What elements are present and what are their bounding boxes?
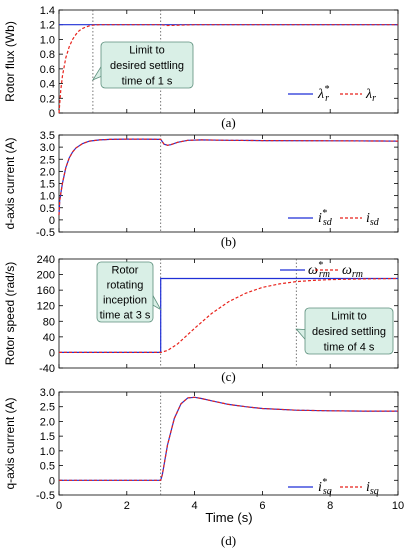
y-tick-label: 2.5: [40, 154, 55, 166]
panel-label: (b): [221, 234, 236, 249]
legend: i* sd isd: [288, 208, 380, 228]
y-tick-label: 40: [43, 332, 55, 344]
y-tick-label: 1.4: [40, 5, 55, 17]
y-tick-label: 2.0: [40, 166, 55, 178]
y-tick-label: 0.6: [40, 64, 55, 76]
chart-panel-d: -0.500.51.01.52.02.53.00 2 4 6 8 10q-axis cur…: [3, 387, 404, 548]
y-tick-label: 240: [37, 254, 55, 266]
callout-text: Limit to: [129, 45, 164, 57]
series-line-measured: [58, 138, 399, 216]
y-tick-label: 1.2: [40, 20, 55, 32]
callout-text: desired settling: [110, 60, 184, 72]
callout-text: time of 1 s: [122, 75, 173, 87]
callout-box: [304, 307, 394, 355]
plot-frame: [58, 258, 399, 369]
callout-text: time of 4 s: [324, 341, 375, 353]
y-tick-label: 80: [43, 316, 55, 328]
y-tick-label: 2.5: [40, 402, 55, 414]
legend-entry: isd: [366, 211, 380, 228]
y-tick-label: 0: [49, 215, 55, 227]
annotation-callout: Limit to desired settling time of 4 s: [295, 307, 394, 355]
legend-entry: ωrm: [342, 263, 363, 280]
y-tick-label: 3.5: [40, 130, 55, 142]
callout-text: Rotor: [112, 265, 139, 277]
legend-entry: isq: [366, 480, 379, 497]
y-tick-label: 0: [49, 475, 55, 487]
callout-text: Limit to: [331, 311, 366, 323]
y-tick-label: -0.5: [36, 227, 55, 239]
y-tick-label: 1.5: [40, 431, 55, 443]
legend: ω* rm ωrm: [280, 260, 363, 280]
x-tick-label: 6: [259, 500, 265, 512]
y-axis-title: Rotor flux (Wb): [3, 21, 17, 102]
panel-label: (a): [221, 115, 235, 130]
y-tick-label: 0.2: [40, 93, 55, 105]
panel-label: (c): [221, 369, 235, 384]
chart-panel-a: 0 0.2 0.4 0.6 0.8 1.0 1.2 1.4 Rotor flux (Wb) (a)…: [3, 5, 399, 130]
y-tick-label: -0.5: [36, 490, 55, 502]
callout-text: inception: [103, 295, 147, 307]
legend: i* sq isq: [288, 477, 379, 497]
callout-text: rotating: [107, 280, 144, 292]
x-tick-label: 8: [327, 500, 333, 512]
y-tick-label: 3.0: [40, 387, 55, 399]
y-tick-label: 1.0: [40, 446, 55, 458]
series-line-measured: [58, 24, 398, 114]
x-tick-label: 10: [392, 500, 404, 512]
y-tick-label: 120: [37, 301, 55, 313]
callout-text: desired settling: [312, 326, 386, 338]
series-line-reference: [59, 396, 398, 481]
y-tick-label: 1.0: [40, 191, 55, 203]
panel-label: (d): [221, 533, 236, 548]
legend-entry: i* sd: [318, 208, 333, 228]
callout-text: time at 3 s: [100, 310, 151, 322]
y-tick-label: 0.4: [40, 79, 55, 91]
y-tick-label: 3.0: [40, 142, 55, 154]
y-tick-label: 1.0: [40, 34, 55, 46]
series-line-measured: [59, 396, 398, 481]
annotation-callout: Limit to desired settling time of 1 s: [91, 41, 194, 89]
y-tick-label: 160: [37, 285, 55, 297]
legend-entry: λr: [365, 87, 376, 104]
legend-entry: λ* r: [317, 84, 329, 104]
y-tick-label: -40: [39, 363, 55, 375]
x-axis-title: Time (s): [205, 510, 252, 525]
y-tick-label: 2.0: [40, 416, 55, 428]
y-tick-label: 0.5: [40, 203, 55, 215]
series-line-measured: [59, 277, 399, 353]
x-tick-label: 4: [192, 500, 198, 512]
legend: λ* r λr: [288, 84, 376, 104]
y-axis-title: q-axis current (A): [3, 397, 17, 489]
y-tick-label: 200: [37, 270, 55, 282]
plot-frame: [58, 9, 399, 114]
y-axis-title: Rotor speed (rad/s): [3, 262, 17, 365]
x-tick-label: 0: [56, 500, 62, 512]
y-axis-title: d-axis current (A): [3, 137, 17, 229]
callout-box: [100, 41, 194, 89]
plot-frame: [58, 391, 399, 496]
y-tick-label: 0: [49, 108, 55, 120]
x-tick-label: 2: [124, 500, 130, 512]
y-tick-label: 0: [49, 347, 55, 359]
chart-panel-c: -40 0 40 80 120 160 200 240 Rotor speed (rad/s) (…: [3, 254, 399, 384]
legend-entry: ω* rm: [308, 260, 330, 280]
y-tick-label: 1.5: [40, 179, 55, 191]
chart-panel-b: -0.500.51.01.52.02.53.03.5 d-axis current…: [3, 130, 399, 249]
series-line-reference: [58, 138, 399, 216]
y-tick-label: 0.5: [40, 461, 55, 473]
legend-entry: i* sq: [318, 477, 332, 497]
y-tick-label: 0.8: [40, 49, 55, 61]
callout-box: [96, 261, 154, 323]
annotation-callout: Rotor rotating inception time at 3 s: [96, 261, 162, 323]
